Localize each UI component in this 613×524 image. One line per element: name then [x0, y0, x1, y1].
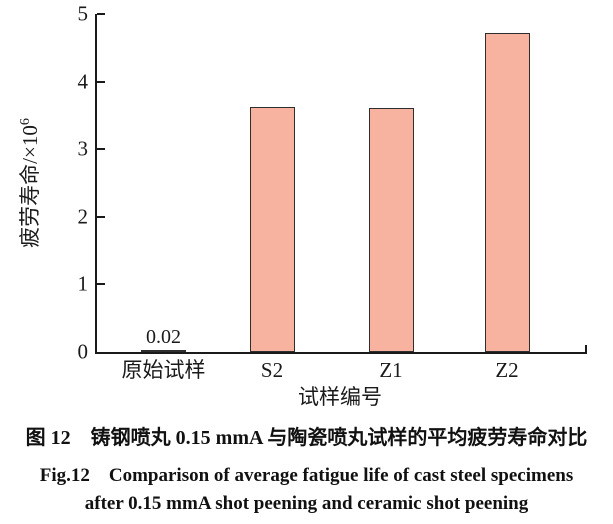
y-axis-tick — [97, 215, 105, 218]
x-axis-tick-label: Z1 — [379, 358, 403, 382]
y-axis-tick-label: 1 — [77, 271, 89, 296]
y-axis-tick — [97, 283, 105, 286]
x-axis-end-tick — [585, 345, 587, 352]
y-axis-title-exponent: 6 — [18, 118, 33, 126]
caption-zh: 图 12 铸钢喷丸 0.15 mmA 与陶瓷喷丸试样的平均疲劳寿命对比 — [25, 427, 588, 449]
y-axis-tick — [97, 148, 105, 151]
x-axis-tick-label: S2 — [260, 358, 284, 382]
bar — [368, 107, 414, 352]
x-axis-tick-label: 原始试样 — [121, 358, 206, 382]
y-axis-tick-label: 4 — [77, 69, 89, 94]
y-axis-tick-label: 2 — [77, 204, 89, 229]
bar-value-label: 0.02 — [146, 325, 181, 348]
y-axis-title: 疲劳寿命/×106 — [18, 118, 42, 248]
y-axis-tick-label: 0 — [77, 339, 89, 364]
y-axis-tick-label: 3 — [77, 136, 89, 161]
y-axis-title-text: 疲劳寿命/×10 — [18, 125, 42, 248]
y-axis-tick — [97, 13, 105, 15]
y-axis-tick-label: 5 — [77, 1, 89, 26]
bar — [484, 32, 530, 352]
x-axis-tick-label: Z2 — [495, 358, 519, 382]
bar — [249, 107, 295, 352]
caption-en-line1: Fig.12 Comparison of average fatigue lif… — [39, 465, 574, 486]
caption-en-line2: after 0.15 mmA shot peening and ceramic … — [84, 493, 529, 514]
plot-area: 0 1 2 3 4 5 原始试样 0.02 S2 Z1 Z2 — [78, 3, 587, 381]
x-axis-title: 试样编号 — [298, 385, 382, 409]
bar — [141, 350, 186, 352]
y-axis-tick — [97, 80, 105, 83]
